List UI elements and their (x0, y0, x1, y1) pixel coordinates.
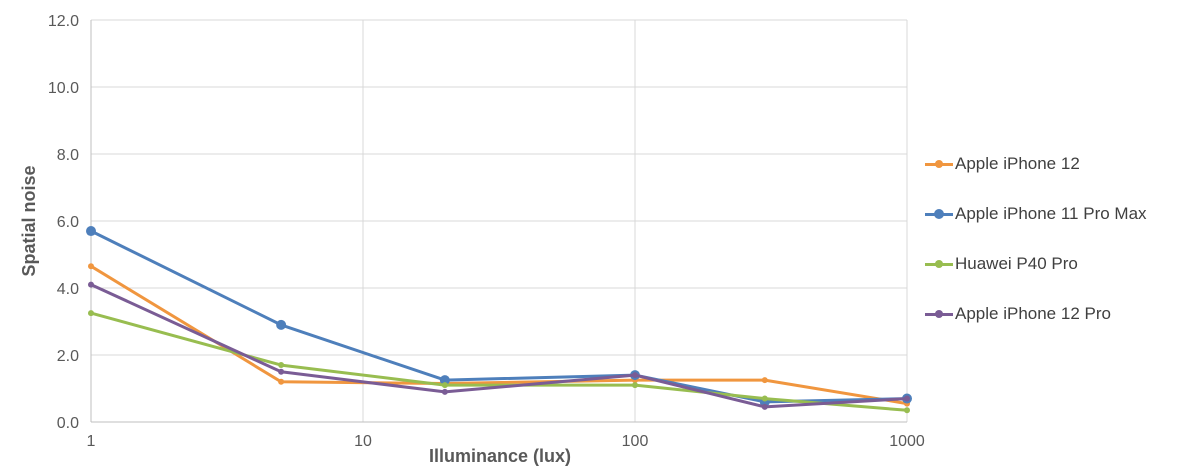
y-tick-label: 12.0 (48, 13, 79, 30)
data-point (88, 263, 94, 270)
y-tick-label: 4.0 (57, 281, 79, 298)
data-point (761, 377, 768, 384)
data-point (439, 375, 450, 386)
data-point (441, 388, 448, 395)
x-tick-label: 1 (87, 433, 96, 450)
legend-swatch-marker (935, 260, 943, 268)
data-point (88, 310, 94, 317)
data-point (761, 395, 768, 402)
series-line (89, 311, 909, 412)
legend-label: Apple iPhone 11 Pro Max (955, 204, 1147, 223)
data-point (632, 372, 638, 379)
data-point (86, 226, 96, 237)
series-line (89, 283, 909, 409)
legend: Apple iPhone 12 Apple iPhone 11 Pro Max Hu… (925, 139, 1200, 339)
series-3 (88, 281, 910, 410)
data-point (276, 319, 287, 330)
legend-swatch (925, 158, 953, 170)
legend-item: Apple iPhone 12 (925, 139, 1200, 189)
legend-swatch (925, 308, 953, 320)
axes: 0.0 2.0 4.0 6.0 8.0 10.0 12.0 1 10 100 1000 (48, 13, 925, 450)
data-point (88, 281, 94, 288)
y-axis-title: Spatial noise (19, 165, 39, 276)
data-point (278, 362, 285, 369)
legend-swatch-marker (935, 310, 943, 318)
x-tick-label: 10 (354, 433, 372, 450)
data-point (761, 403, 768, 410)
legend-swatch-marker (935, 160, 943, 168)
y-tick-label: 8.0 (57, 147, 79, 164)
data-point (632, 382, 638, 389)
x-axis-title: Illuminance (lux) (429, 446, 571, 466)
data-point (278, 368, 285, 375)
x-tick-label: 1000 (889, 433, 925, 450)
grid (90, 19, 908, 423)
y-tick-label: 6.0 (57, 214, 79, 231)
legend-item: Apple iPhone 11 Pro Max (925, 189, 1200, 239)
data-point (441, 382, 448, 389)
data-point (904, 395, 910, 402)
series-1 (86, 226, 912, 407)
legend-label: Huawei P40 Pro (955, 254, 1078, 273)
data-point (278, 378, 285, 385)
series-2 (88, 310, 910, 414)
legend-label: Apple iPhone 12 (955, 154, 1080, 173)
series-layer (86, 226, 912, 414)
legend-item: Apple iPhone 12 Pro (925, 289, 1200, 339)
y-tick-label: 10.0 (48, 80, 79, 97)
legend-swatch (925, 208, 953, 220)
legend-swatch (925, 258, 953, 270)
y-tick-label: 2.0 (57, 348, 79, 365)
y-tick-label: 0.0 (57, 415, 79, 432)
legend-label: Apple iPhone 12 Pro (955, 304, 1111, 323)
legend-swatch-marker (934, 209, 944, 219)
series-line (89, 229, 909, 404)
data-point (904, 407, 910, 414)
series-line (89, 264, 909, 406)
x-tick-label: 100 (622, 433, 649, 450)
legend-item: Huawei P40 Pro (925, 239, 1200, 289)
